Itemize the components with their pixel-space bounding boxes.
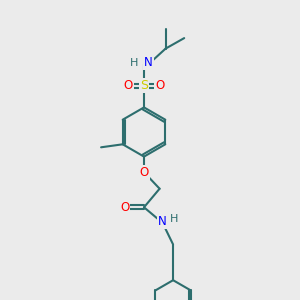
Text: H: H xyxy=(170,214,178,224)
Text: O: O xyxy=(140,166,148,179)
Text: O: O xyxy=(120,201,129,214)
Text: H: H xyxy=(130,58,139,68)
Text: O: O xyxy=(155,79,164,92)
Text: S: S xyxy=(140,79,148,92)
Text: N: N xyxy=(144,56,153,69)
Text: N: N xyxy=(158,215,166,228)
Text: O: O xyxy=(124,79,133,92)
